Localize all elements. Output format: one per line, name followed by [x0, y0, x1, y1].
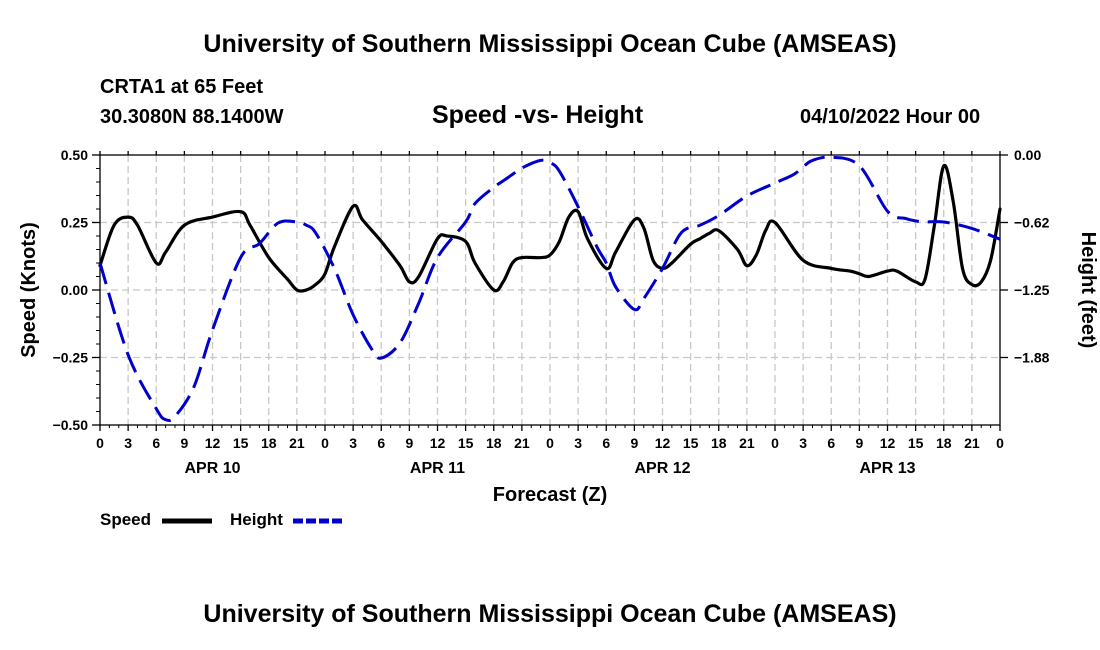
right-tick-label: 0.00: [1014, 147, 1041, 163]
right-axis-label: Height (feet): [1077, 232, 1099, 349]
left-tick-label: −0.25: [53, 350, 89, 366]
x-tick-label: 3: [574, 435, 582, 451]
footer-title: University of Southern Mississippi Ocean…: [203, 600, 897, 628]
date-label: APR 12: [634, 460, 690, 477]
x-tick-label: 6: [602, 435, 610, 451]
left-tick-label: 0.50: [61, 147, 88, 163]
legend-height-label: Height: [230, 510, 283, 529]
x-tick-label: 0: [996, 435, 1004, 451]
x-tick-label: 9: [855, 435, 863, 451]
height-series-line: [98, 155, 1001, 423]
legend-speed-label: Speed: [100, 510, 151, 529]
x-tick-label: 15: [683, 435, 699, 451]
x-tick-label: 12: [655, 435, 671, 451]
date-label: APR 11: [410, 460, 465, 477]
x-tick-label: 3: [124, 435, 132, 451]
x-tick-label: 0: [546, 435, 554, 451]
forecast-datetime: 04/10/2022 Hour 00: [800, 106, 981, 128]
x-tick-label: 12: [430, 435, 446, 451]
chart-subtitle: Speed -vs- Height: [432, 101, 644, 129]
x-tick-label: 21: [289, 435, 305, 451]
right-tick-label: −1.88: [1014, 350, 1050, 366]
x-tick-label: 21: [964, 435, 980, 451]
grid-lines: [100, 154, 1000, 425]
x-axis-ticks: 0 3 6 9 12 15 18 21 0 3 6 9 12 15 18 21 0 3 6 9 12 15 18 21 0 3 6 9…: [96, 151, 1004, 451]
x-tick-label: 18: [486, 435, 502, 451]
x-tick-label: 12: [205, 435, 221, 451]
x-tick-label: 3: [349, 435, 357, 451]
left-tick-label: 0.25: [61, 215, 88, 231]
page-title: University of Southern Mississippi Ocean…: [203, 30, 897, 58]
speed-series-line: [98, 163, 1002, 293]
date-labels: APR 10 APR 11 APR 12 APR 13: [184, 460, 915, 477]
left-axis-label: Speed (Knots): [18, 222, 40, 358]
x-tick-label: 21: [739, 435, 755, 451]
x-tick-label: 12: [880, 435, 896, 451]
x-tick-label: 6: [377, 435, 385, 451]
coordinates-label: 30.3080N 88.1400W: [100, 106, 284, 128]
x-tick-label: 21: [514, 435, 530, 451]
x-tick-label: 0: [321, 435, 329, 451]
x-tick-label: 0: [771, 435, 779, 451]
x-axis-label: Forecast (Z): [493, 484, 607, 506]
x-tick-label: 9: [405, 435, 413, 451]
station-label: CRTA1 at 65 Feet: [100, 76, 264, 98]
right-tick-label: −0.62: [1014, 215, 1050, 231]
x-tick-label: 6: [152, 435, 160, 451]
x-tick-label: 18: [936, 435, 952, 451]
x-tick-label: 9: [630, 435, 638, 451]
date-label: APR 10: [184, 460, 240, 477]
left-tick-label: −0.50: [53, 417, 89, 433]
x-tick-label: 15: [458, 435, 474, 451]
x-tick-label: 9: [180, 435, 188, 451]
left-tick-label: 0.00: [61, 282, 88, 298]
x-tick-label: 18: [711, 435, 727, 451]
date-label: APR 13: [859, 460, 915, 477]
x-tick-label: 6: [827, 435, 835, 451]
x-tick-label: 0: [96, 435, 104, 451]
x-tick-label: 15: [233, 435, 249, 451]
x-tick-label: 18: [261, 435, 277, 451]
x-tick-label: 15: [908, 435, 924, 451]
x-tick-label: 3: [799, 435, 807, 451]
right-axis-ticks: 0.00 −0.62 −1.25 −1.88: [1000, 147, 1050, 366]
left-axis-ticks: 0.50 0.25 0.00 −0.25 −0.50: [53, 147, 100, 433]
right-tick-label: −1.25: [1014, 282, 1050, 298]
